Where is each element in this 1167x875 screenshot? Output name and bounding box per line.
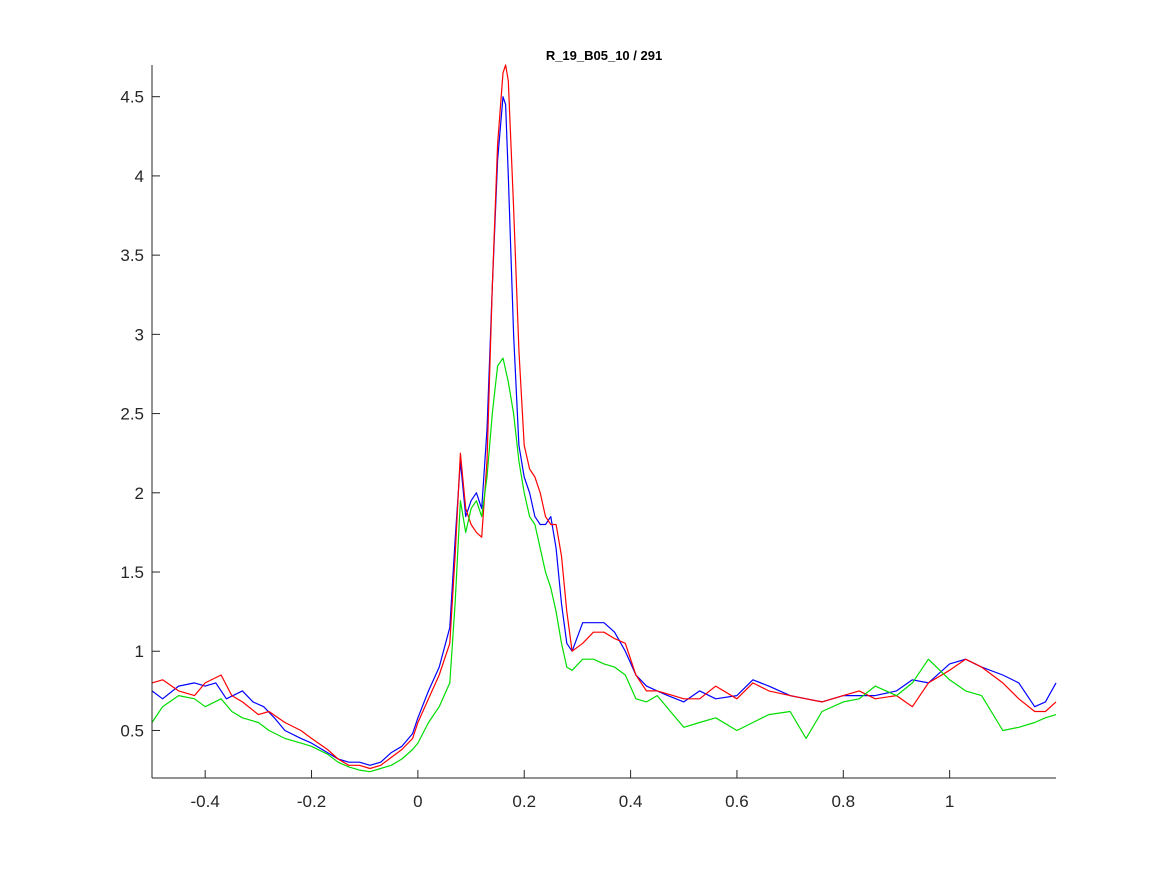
y-tick-label: 3 <box>135 325 144 344</box>
x-tick-label: 1 <box>945 792 954 811</box>
series-layer <box>151 64 1057 773</box>
x-tick-label: -0.4 <box>191 792 220 811</box>
x-tick-label: 0.2 <box>512 792 536 811</box>
y-ticks: 0.5 1 1.5 2 2.5 3 3.5 4 4.5 <box>120 88 160 740</box>
y-tick-label: 0.5 <box>120 721 144 740</box>
x-tick-label: -0.2 <box>297 792 326 811</box>
y-tick-label: 2 <box>135 484 144 503</box>
x-tick-label: 0.6 <box>725 792 749 811</box>
y-tick-label: 2.5 <box>120 405 144 424</box>
series-line-1 <box>151 96 1057 766</box>
y-tick-label: 4 <box>135 167 144 186</box>
y-tick-label: 4.5 <box>120 88 144 107</box>
x-tick-label: 0.8 <box>831 792 855 811</box>
x-ticks: -0.4 -0.2 0 0.2 0.4 0.6 0.8 1 <box>191 770 954 811</box>
y-tick-label: 1 <box>135 642 144 661</box>
x-tick-label: 0 <box>413 792 422 811</box>
series-line-3 <box>151 357 1057 773</box>
chart-title: R_19_B05_10 / 291 <box>546 48 662 63</box>
series-line-2 <box>151 64 1057 770</box>
x-tick-label: 0.4 <box>619 792 643 811</box>
y-tick-label: 1.5 <box>120 563 144 582</box>
axes <box>151 65 1056 779</box>
y-tick-label: 3.5 <box>120 246 144 265</box>
